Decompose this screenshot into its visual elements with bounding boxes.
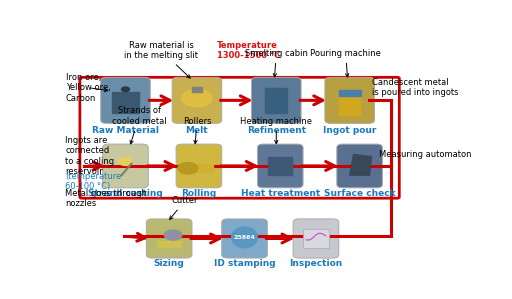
Bar: [113, 92, 139, 113]
Text: Smelting cabin: Smelting cabin: [245, 49, 308, 77]
Text: Ingot pour: Ingot pour: [323, 126, 376, 135]
FancyBboxPatch shape: [101, 77, 151, 123]
FancyBboxPatch shape: [337, 144, 382, 188]
Text: ID stamping: ID stamping: [214, 259, 275, 268]
Circle shape: [178, 162, 198, 174]
Ellipse shape: [231, 227, 258, 248]
Polygon shape: [350, 155, 372, 175]
Bar: [185, 165, 213, 172]
Text: Strands of
cooled metal: Strands of cooled metal: [112, 106, 167, 144]
Text: Sizing: Sizing: [154, 259, 184, 268]
FancyBboxPatch shape: [172, 77, 222, 123]
FancyBboxPatch shape: [146, 219, 192, 258]
Text: Metal goes through
nozzles: Metal goes through nozzles: [65, 189, 147, 208]
Bar: [268, 157, 292, 175]
Text: Surface check: Surface check: [324, 190, 395, 199]
Text: Refinement: Refinement: [247, 126, 306, 135]
Text: Strand casting: Strand casting: [88, 190, 163, 199]
Circle shape: [164, 230, 182, 240]
Bar: [192, 87, 202, 91]
Circle shape: [121, 87, 130, 91]
Text: Raw material is
in the melting slit: Raw material is in the melting slit: [124, 41, 198, 78]
FancyBboxPatch shape: [258, 144, 303, 188]
Text: Cutter: Cutter: [169, 196, 198, 219]
FancyBboxPatch shape: [251, 77, 301, 123]
Text: 23864: 23864: [233, 235, 255, 240]
Bar: [265, 88, 287, 113]
FancyBboxPatch shape: [325, 77, 374, 123]
Text: Pouring machine: Pouring machine: [310, 49, 381, 77]
Text: (temperature
60-100 °C): (temperature 60-100 °C): [65, 172, 121, 191]
Bar: [338, 90, 361, 96]
FancyBboxPatch shape: [293, 219, 339, 258]
Circle shape: [182, 89, 212, 107]
Bar: [157, 241, 181, 247]
Text: Iron ore,
Yellow ore,
Carbon: Iron ore, Yellow ore, Carbon: [66, 73, 111, 103]
Text: Melt: Melt: [186, 126, 208, 135]
Bar: [339, 94, 346, 115]
Text: Measuring automaton: Measuring automaton: [379, 150, 472, 159]
FancyBboxPatch shape: [176, 144, 222, 188]
FancyBboxPatch shape: [103, 144, 148, 188]
Text: Rolling: Rolling: [181, 190, 217, 199]
Text: Heat treatment: Heat treatment: [241, 190, 320, 199]
Bar: [354, 94, 360, 115]
Text: Rollers: Rollers: [183, 117, 211, 144]
Text: Raw Material: Raw Material: [92, 126, 159, 135]
Text: Ingots are
connected
to a cooling
reservoir: Ingots are connected to a cooling reserv…: [65, 136, 114, 176]
Circle shape: [118, 157, 133, 166]
Text: Temperature
1300-1500 °C: Temperature 1300-1500 °C: [217, 41, 280, 60]
FancyBboxPatch shape: [222, 219, 267, 258]
Bar: [347, 94, 353, 115]
Text: Inspection: Inspection: [289, 259, 343, 268]
Text: Heating machine: Heating machine: [240, 117, 312, 144]
Text: Candescent metal
is poured into ingots: Candescent metal is poured into ingots: [372, 78, 458, 97]
Bar: [303, 229, 329, 248]
